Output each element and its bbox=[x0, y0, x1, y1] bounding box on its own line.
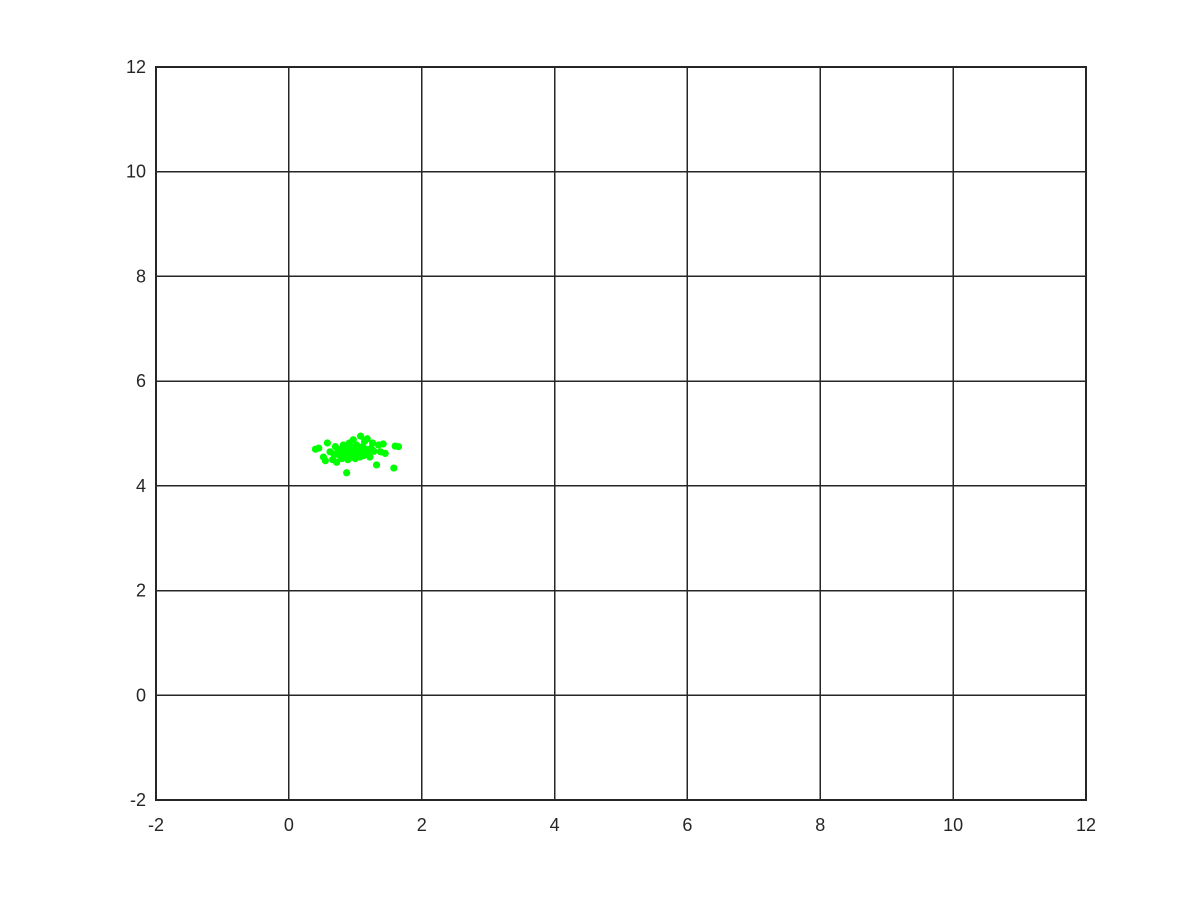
y-tick-label: -2 bbox=[130, 790, 146, 810]
data-point bbox=[343, 469, 350, 476]
data-point bbox=[395, 443, 402, 450]
y-tick-label: 4 bbox=[136, 476, 146, 496]
y-tick-label: 6 bbox=[136, 371, 146, 391]
x-tick-label: -2 bbox=[148, 815, 164, 835]
x-tick-label: 10 bbox=[943, 815, 963, 835]
data-point bbox=[370, 448, 377, 455]
data-point bbox=[380, 440, 387, 447]
data-point bbox=[382, 450, 389, 457]
y-axis-tick-labels: -2 0 2 4 6 8 10 12 bbox=[126, 57, 146, 810]
axes-area bbox=[156, 67, 1086, 800]
x-tick-label: 4 bbox=[550, 815, 560, 835]
data-point bbox=[390, 464, 397, 471]
data-point bbox=[373, 461, 380, 468]
y-tick-label: 2 bbox=[136, 581, 146, 601]
y-tick-label: 12 bbox=[126, 57, 146, 77]
x-tick-label: 12 bbox=[1076, 815, 1096, 835]
x-tick-label: 6 bbox=[682, 815, 692, 835]
y-tick-label: 0 bbox=[136, 685, 146, 705]
data-point bbox=[324, 439, 331, 446]
x-tick-label: 8 bbox=[815, 815, 825, 835]
y-tick-label: 10 bbox=[126, 162, 146, 182]
y-tick-label: 8 bbox=[136, 266, 146, 286]
data-point bbox=[322, 457, 329, 464]
x-tick-label: 0 bbox=[284, 815, 294, 835]
x-axis-tick-labels: -2 0 2 4 6 8 10 12 bbox=[148, 815, 1096, 835]
data-point bbox=[315, 445, 322, 452]
x-tick-label: 2 bbox=[417, 815, 427, 835]
